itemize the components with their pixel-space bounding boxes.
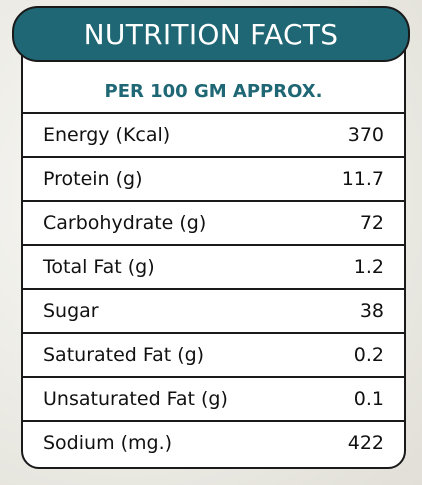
nutrient-label: Sodium (mg.) xyxy=(43,432,173,454)
table-row: Sugar 38 xyxy=(21,288,406,332)
nutrition-facts-card xyxy=(21,14,406,469)
nutrient-label: Sugar xyxy=(43,300,99,322)
nutrient-value: 370 xyxy=(347,124,384,146)
table-row: Protein (g) 11.7 xyxy=(21,156,406,200)
serving-size-label: PER 100 GM APPROX. xyxy=(104,80,323,102)
nutrient-label: Total Fat (g) xyxy=(43,256,155,278)
nutrient-label: Saturated Fat (g) xyxy=(43,344,205,366)
table-row: Carbohydrate (g) 72 xyxy=(21,200,406,244)
table-row: Sodium (mg.) 422 xyxy=(21,420,406,464)
nutrition-facts-title: NUTRITION FACTS xyxy=(83,17,339,51)
nutrient-value: 11.7 xyxy=(341,168,384,190)
table-row: Unsaturated Fat (g) 0.1 xyxy=(21,376,406,420)
nutrient-value: 1.2 xyxy=(353,256,384,278)
nutrition-table: Energy (Kcal) 370 Protein (g) 11.7 Carbo… xyxy=(21,112,406,464)
table-row: Total Fat (g) 1.2 xyxy=(21,244,406,288)
nutrient-value: 0.1 xyxy=(353,388,384,410)
nutrient-value: 0.2 xyxy=(353,344,384,366)
nutrient-label: Unsaturated Fat (g) xyxy=(43,388,228,410)
nutrition-facts-header: NUTRITION FACTS xyxy=(12,6,410,62)
nutrient-label: Protein (g) xyxy=(43,168,143,190)
nutrient-value: 38 xyxy=(359,300,384,322)
nutrient-value: 72 xyxy=(359,212,384,234)
table-row: Energy (Kcal) 370 xyxy=(21,112,406,156)
nutrient-label: Energy (Kcal) xyxy=(43,124,171,146)
nutrient-value: 422 xyxy=(347,432,384,454)
table-row: Saturated Fat (g) 0.2 xyxy=(21,332,406,376)
nutrient-label: Carbohydrate (g) xyxy=(43,212,207,234)
